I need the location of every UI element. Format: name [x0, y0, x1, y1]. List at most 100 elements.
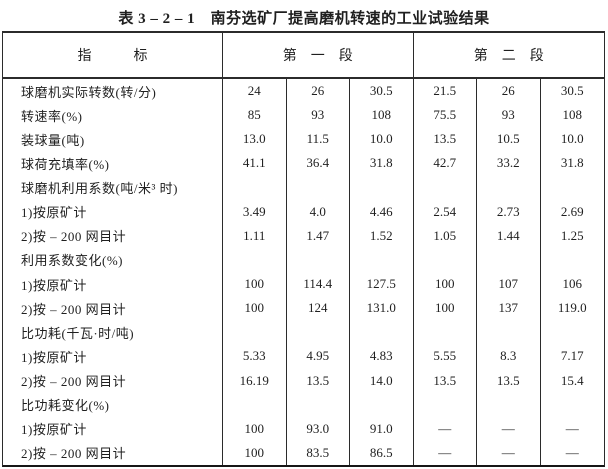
row-label: 球荷充填率(%) — [3, 151, 223, 176]
cell-value: 100 — [414, 272, 477, 297]
cell-value: 33.2 — [477, 151, 541, 176]
table-row: 1)按原矿计 100 93.0 91.0— — — — [3, 416, 604, 441]
cell-value: 10.5 — [477, 127, 541, 152]
cell-value: 16.19 — [223, 368, 287, 393]
cell-value: 8.3 — [477, 344, 541, 369]
cell-value: 15.4 — [560, 372, 584, 388]
table-row: 2)按 – 200 网目计 100 124 131.0 100 137 119.0 — [3, 296, 604, 321]
cell-value: 13.5 — [287, 368, 350, 393]
row-label: 2)按 – 200 网目计 — [3, 296, 223, 321]
cell-value — [350, 320, 414, 345]
cell-value: 13.5 — [414, 368, 477, 393]
cell-value: 100 — [414, 296, 477, 321]
cell-value — [287, 247, 350, 272]
row-label: 利用系数变化(%) — [3, 247, 223, 272]
cell-value: 2.69 — [560, 203, 584, 219]
row-label: 装球量(吨) — [3, 127, 223, 152]
cell-value — [541, 320, 605, 344]
cell-value: 5.55 — [414, 344, 477, 369]
cell-value: 10.0 — [560, 131, 584, 147]
cell-value: 100 — [223, 416, 287, 441]
cell-value: 5.33 — [223, 344, 287, 369]
table-row: 球磨机实际转数(转/分) 24 26 30.5 21.5 26 30.5 — [3, 79, 604, 104]
cell-value: 106 — [562, 276, 583, 292]
cell-value: — — [477, 440, 541, 465]
cell-value: 91.0 — [350, 416, 414, 441]
cell-value: 30.5 — [350, 79, 414, 104]
cell-value: 83.5 — [287, 440, 350, 465]
cell-value — [350, 392, 414, 417]
row-label: 2)按 – 200 网目计 — [3, 223, 223, 248]
header-indicator: 指 标 — [3, 33, 223, 77]
cell-value — [477, 320, 541, 345]
cell-value — [223, 320, 287, 345]
table-body: 球磨机实际转数(转/分) 24 26 30.5 21.5 26 30.5 转速率(%) 85 93… — [3, 79, 604, 465]
cell-value: 93 — [477, 103, 541, 128]
cell-value: 1.05 — [414, 223, 477, 248]
cell-value: 100 — [223, 440, 287, 465]
cell-value: 13.0 — [223, 127, 287, 152]
table-row: 比功耗变化(%) — [3, 392, 605, 417]
cell-value: 41.1 — [223, 151, 287, 176]
cell-value: 4.0 — [287, 199, 350, 224]
table-row: 2)按 – 200 网目计 100 83.5 86.5— — — — [3, 440, 604, 465]
cell-value: 2.54 — [414, 199, 477, 224]
cell-value: 100 — [223, 272, 287, 297]
cell-value: 26 — [287, 79, 350, 104]
table-row: 转速率(%) 85 93 108 75.5 93 108 — [3, 103, 604, 128]
table-row: 1)按原矿计 5.33 4.95 4.83 5.55 8.3 7.17 — [3, 344, 604, 369]
cell-value — [477, 247, 541, 272]
cell-value: 1.47 — [287, 223, 350, 248]
row-label: 1)按原矿计 — [3, 344, 223, 369]
cell-value: 21.5 — [414, 79, 477, 104]
cell-value: — — [414, 416, 477, 441]
cell-value — [414, 320, 477, 345]
cell-value — [541, 248, 605, 272]
table-row: 1)按原矿计 3.49 4.0 4.46 2.54 2.73 2.69 — [3, 199, 604, 224]
cell-value — [223, 175, 287, 200]
cell-value: 10.0 — [350, 127, 414, 152]
cell-value: 100 — [223, 296, 287, 321]
header-segment-2: 第 二 段 — [473, 49, 544, 64]
cell-value: 108 — [562, 107, 583, 123]
cell-value: 4.46 — [350, 199, 414, 224]
cell-value: 13.5 — [477, 368, 541, 393]
table-row: 2)按 – 200 网目计 16.19 13.5 14.0 13.5 13.5 15.4 — [3, 368, 604, 393]
row-label: 2)按 – 200 网目计 — [3, 440, 223, 465]
table-row: 球荷充填率(%) 41.1 36.4 31.8 42.7 33.2 31.8 — [3, 151, 604, 176]
table-row: 比功耗(千瓦·时/吨) — [3, 320, 605, 345]
cell-value: 107 — [477, 272, 541, 297]
header-segment-1: 第 一 段 — [223, 33, 414, 77]
results-table: 指 标 第 一 段 第 二 段 球磨机实际转数(转/分) 24 26 30.5 21.5… — [2, 31, 605, 467]
cell-value: 26 — [477, 79, 541, 104]
cell-value — [350, 175, 414, 200]
cell-value: 85 — [223, 103, 287, 128]
cell-value: 36.4 — [287, 151, 350, 176]
cell-value: 24 — [223, 79, 287, 104]
cell-value: 114.4 — [287, 272, 350, 297]
cell-value: 3.49 — [223, 199, 287, 224]
cell-value: 93 — [287, 103, 350, 128]
row-label: 球磨机利用系数(吨/米³ 时) — [3, 175, 223, 200]
cell-value: 93.0 — [287, 416, 350, 441]
row-label: 比功耗变化(%) — [3, 392, 223, 417]
cell-value: 31.8 — [560, 155, 584, 171]
row-label: 1)按原矿计 — [3, 416, 223, 441]
cell-value: 127.5 — [350, 272, 414, 297]
cell-value: 124 — [287, 296, 350, 321]
cell-value — [287, 320, 350, 345]
cell-value — [414, 392, 477, 417]
cell-value: 31.8 — [350, 151, 414, 176]
table-row: 利用系数变化(%) — [3, 247, 605, 272]
cell-value: 137 — [477, 296, 541, 321]
cell-value: — — [565, 444, 579, 460]
cell-value: 1.44 — [477, 223, 541, 248]
cell-value: 1.52 — [350, 223, 414, 248]
cell-value: 108 — [350, 103, 414, 128]
cell-value: 1.25 — [560, 227, 584, 243]
cell-value — [287, 175, 350, 200]
cell-value — [541, 393, 605, 417]
cell-value — [287, 392, 350, 417]
cell-value: 30.5 — [560, 83, 584, 99]
cell-value: 7.17 — [560, 348, 584, 364]
